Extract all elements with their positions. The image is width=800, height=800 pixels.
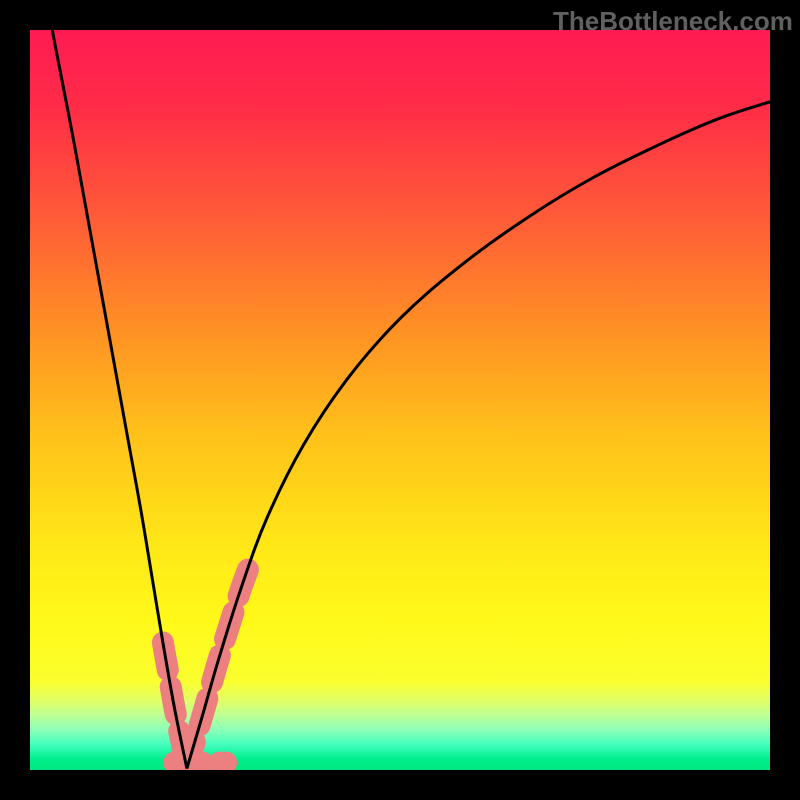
watermark-text: TheBottleneck.com [553, 6, 793, 37]
bottleneck-chart [0, 0, 800, 800]
gradient-background [30, 30, 770, 770]
